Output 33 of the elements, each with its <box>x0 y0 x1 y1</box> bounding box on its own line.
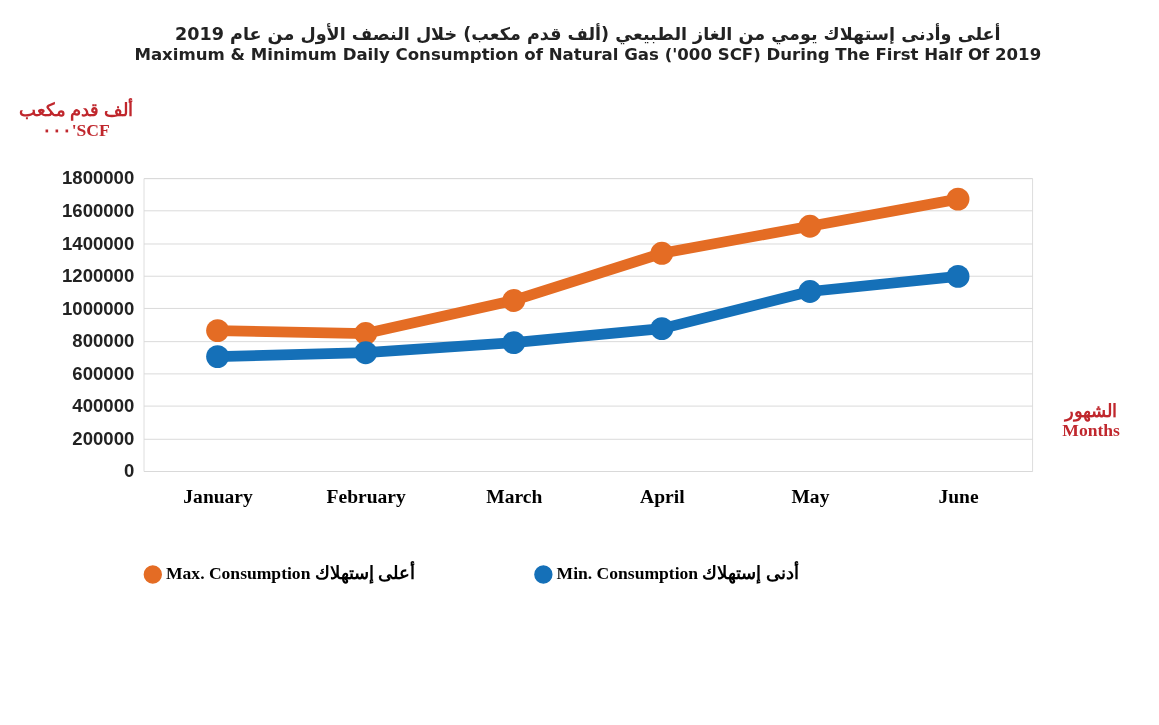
point <box>650 241 674 265</box>
point <box>502 289 526 312</box>
point <box>354 341 378 365</box>
point <box>206 345 230 369</box>
point <box>354 322 378 345</box>
point <box>206 319 230 343</box>
point <box>650 317 674 341</box>
y-tick-label: 600000 <box>72 362 135 384</box>
y-axis-title: ألف قدم مكعب ٠٠٠'SCF <box>18 98 133 140</box>
point <box>798 280 822 303</box>
x-tick-label: February <box>326 485 406 507</box>
y-tick-label: 1200000 <box>62 265 135 287</box>
point <box>946 187 970 211</box>
x-tick-label: May <box>791 485 830 507</box>
y-tick-label: 400000 <box>72 395 135 417</box>
y-tick-label: 1000000 <box>62 297 135 319</box>
x-tick-label: April <box>640 485 686 507</box>
chart-title: أعلى وأدنى إستهلاك يومي من الغاز الطبيعي (ألف قدم مكعب) خلال النصف الأول من عام 2019 <box>175 23 1001 46</box>
legend-label: Max. Consumption أعلى إستهلاك <box>165 561 416 585</box>
y-tick-label: 1600000 <box>62 200 135 221</box>
y-tick-label: 1400000 <box>62 232 135 254</box>
x-tick-label: June <box>938 485 979 507</box>
y-tick-label: 200000 <box>72 427 135 449</box>
legend-label: Min. Consumption أدنى إستهلاك <box>556 561 799 585</box>
point <box>946 264 970 288</box>
y-tick-label: 1800000 <box>62 167 135 189</box>
y-tick-label: 0 <box>123 460 135 482</box>
x-tick-label: March <box>486 485 543 507</box>
y-tick-label: 800000 <box>72 330 135 352</box>
chart-subtitle: Maximum & Minimum Daily Consumption of Natural Gas ('000 SCF) During The First Half Of 2019 <box>134 44 1042 64</box>
point <box>798 214 822 238</box>
x-tick-label: January <box>183 485 253 507</box>
point <box>502 331 526 355</box>
